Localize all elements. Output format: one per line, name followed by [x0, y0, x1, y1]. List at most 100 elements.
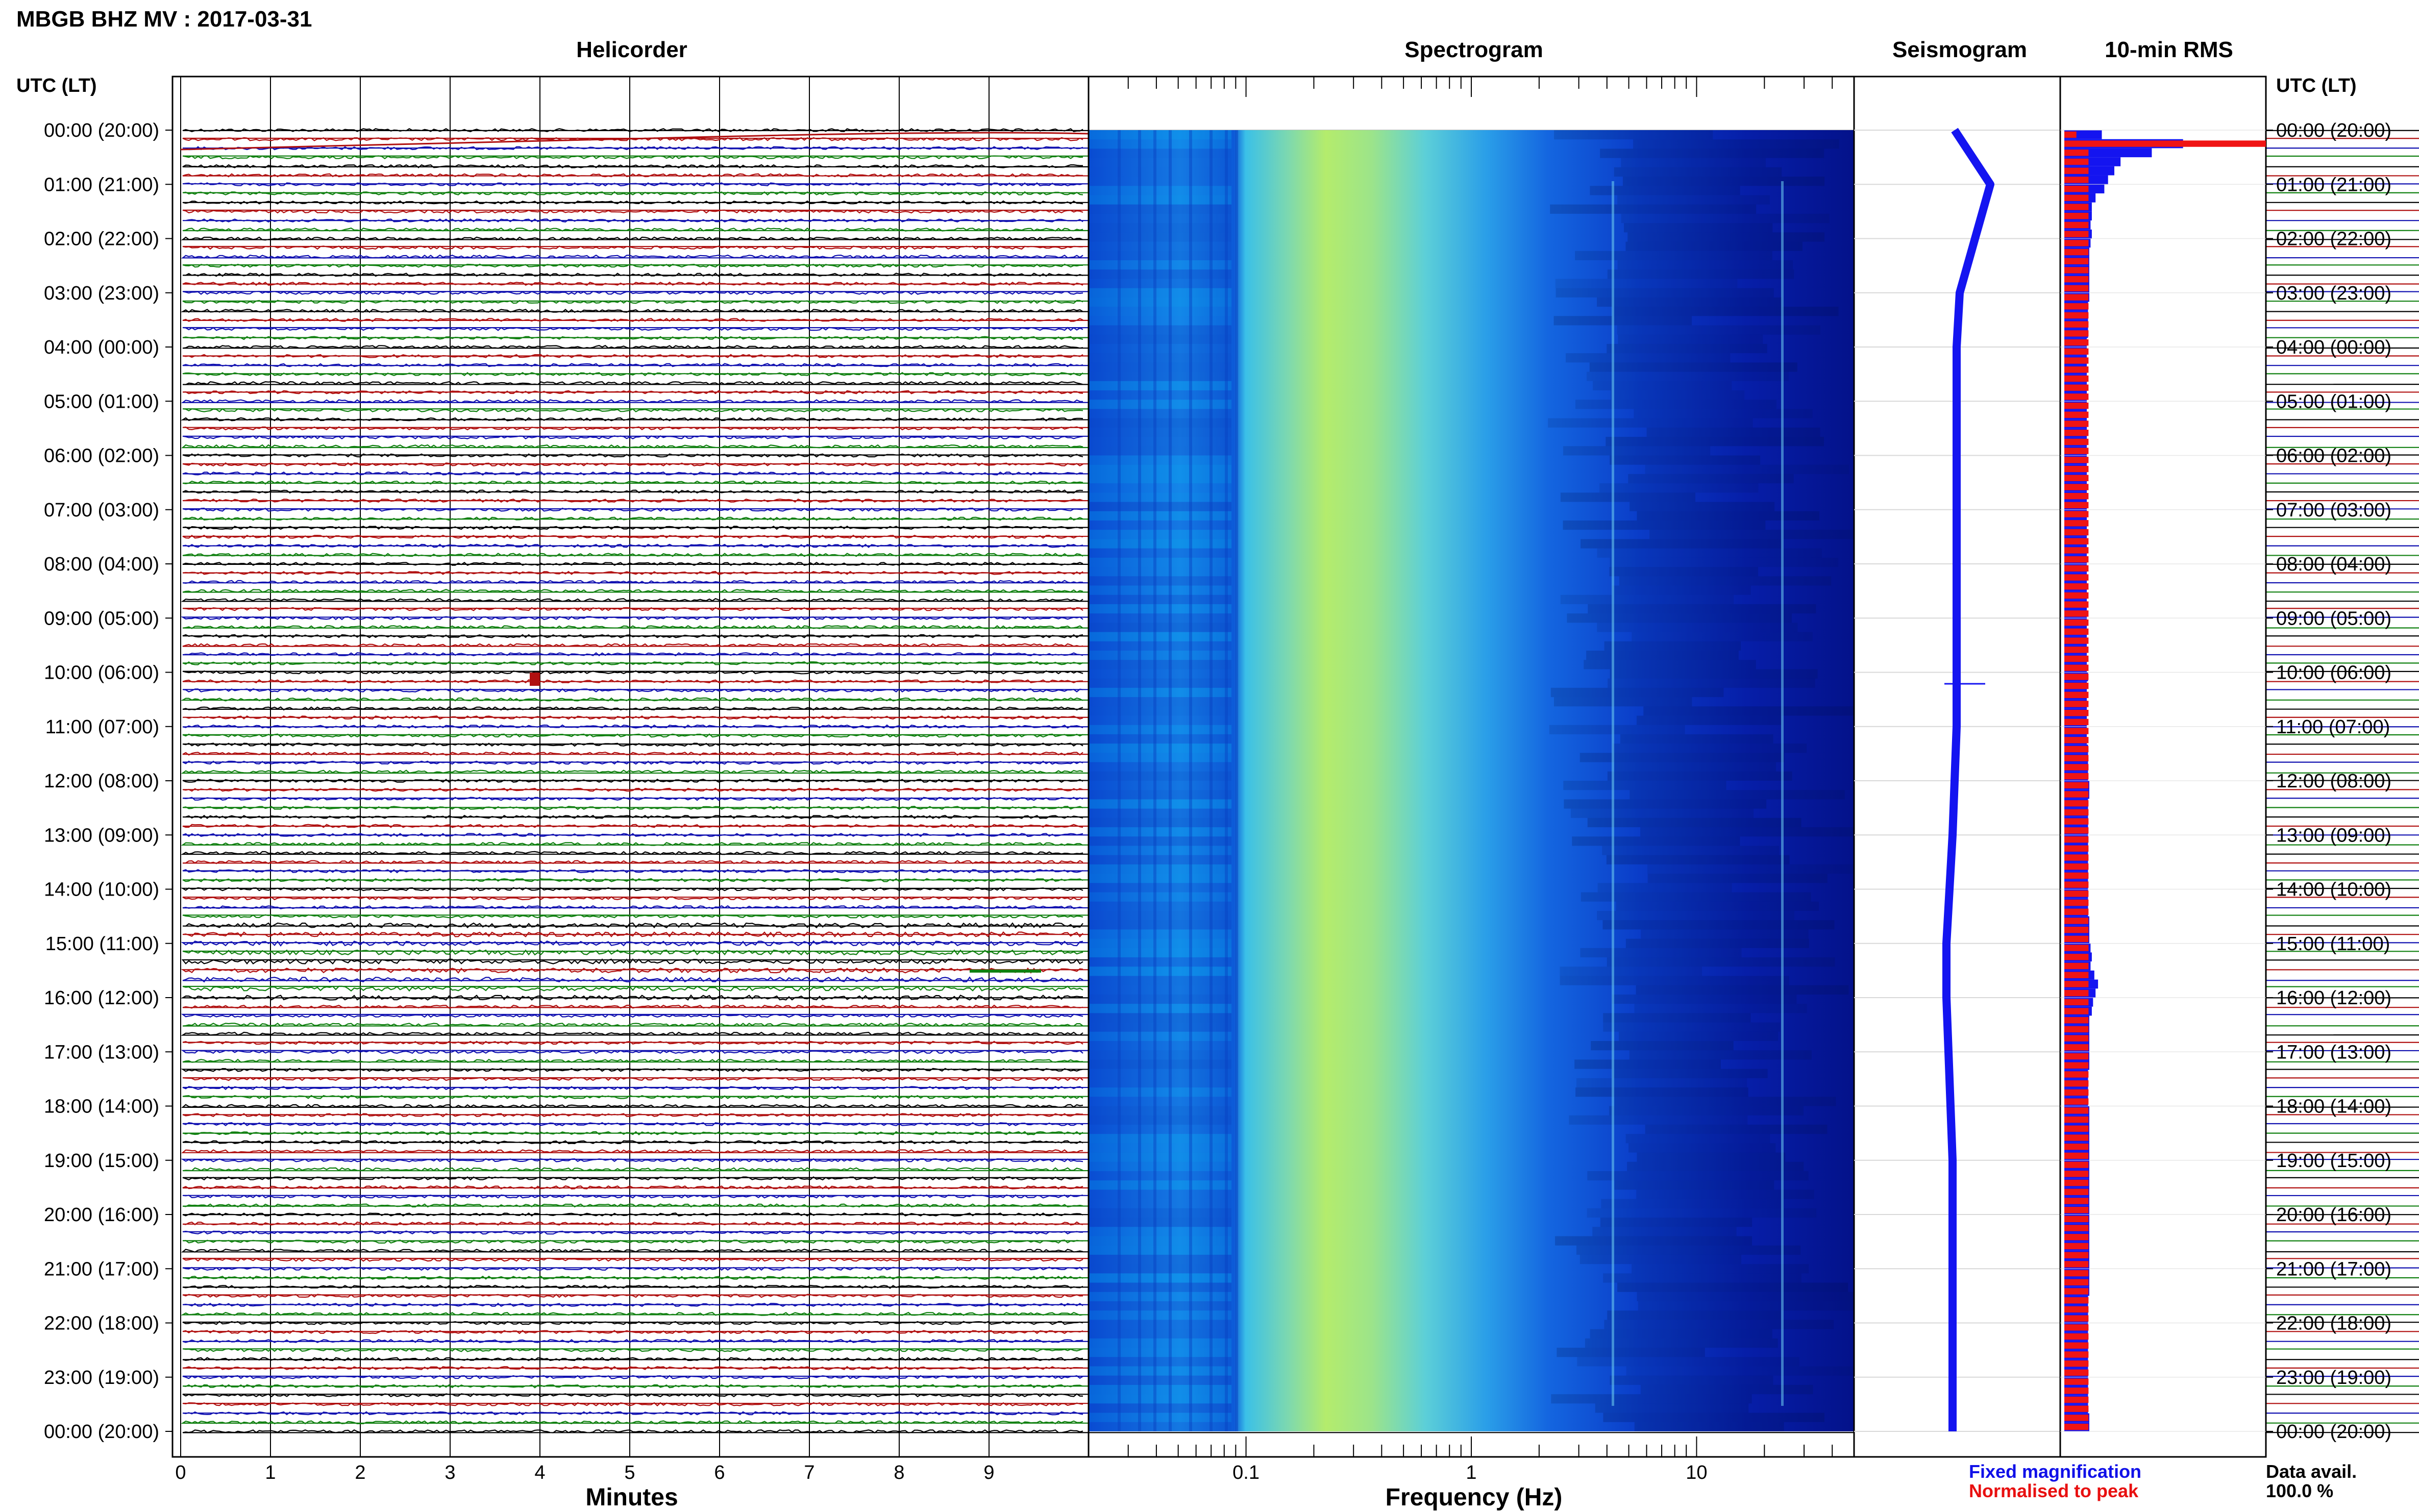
spectrogram-row-texture — [1574, 1059, 1721, 1069]
rms-normalised-bar — [2064, 809, 2089, 816]
spectrogram-row-texture — [1641, 929, 1809, 939]
spectrogram-row-texture — [1089, 911, 1231, 921]
spectrogram-row-texture — [1089, 1106, 1231, 1116]
spectrogram-row-texture — [1089, 1004, 1231, 1013]
helicorder-trace — [182, 344, 2419, 350]
helicorder-trace — [181, 1013, 2419, 1018]
spectrogram-row-texture — [1089, 1236, 1231, 1246]
rms-normalised-bar — [2064, 475, 2089, 481]
rms-normalised-bar — [2064, 655, 2089, 662]
rms-normalised-bar — [2064, 836, 2089, 843]
spectrogram-row-texture — [1590, 186, 1740, 195]
rms-normalised-bar — [2064, 258, 2089, 264]
helicorder-trace — [182, 200, 2419, 205]
rms-normalised-bar — [2064, 899, 2089, 906]
spectrogram-row-texture — [1089, 651, 1231, 660]
helicorder-trace — [182, 814, 2419, 820]
spectrogram-row-texture — [1629, 1050, 1812, 1060]
spectrogram-row-texture — [1567, 613, 1792, 623]
spectrogram-row-texture — [1555, 1236, 1752, 1246]
helicorder-trace — [182, 1375, 2419, 1379]
helicorder-trace — [182, 300, 2419, 304]
spectrogram-row-texture — [1603, 1022, 1781, 1032]
left-time-label: 15:00 (11:00) — [45, 933, 159, 955]
rms-normalised-bar — [2064, 1188, 2089, 1195]
helicorder-trace — [182, 1194, 2419, 1199]
spectrogram-row-texture — [1587, 1171, 1809, 1181]
helicorder-event-marker — [530, 673, 540, 686]
spectrogram-row-texture — [1617, 260, 1793, 270]
spectrogram-row-texture — [1553, 316, 1692, 326]
rms-normalised-bar — [2064, 366, 2089, 373]
spectrogram-row-texture — [1089, 1097, 1231, 1106]
spectrogram-row-texture — [1606, 855, 1790, 864]
spectrogram-title: Spectrogram — [1404, 37, 1543, 62]
legend-normalised-to-peak: Normalised to peak — [1969, 1480, 2139, 1501]
helicorder-trace — [182, 1393, 2419, 1398]
rms-normalised-bar — [2064, 1415, 2089, 1421]
rms-normalised-bar — [2064, 231, 2089, 237]
spectrogram-tick-label: 0.1 — [1232, 1462, 1260, 1483]
helicorder-trace — [182, 363, 2419, 367]
spectrogram-row-texture — [1628, 1143, 1776, 1153]
rms-normalised-bar — [2064, 1216, 2089, 1223]
minute-tick-label: 2 — [355, 1462, 365, 1483]
spectrogram-row-texture — [1089, 1124, 1231, 1134]
spectrogram-row-texture — [1089, 808, 1231, 818]
spectrogram-row-texture — [1587, 1208, 1817, 1218]
rms-normalised-bar — [2064, 1270, 2089, 1277]
helicorder-trace — [182, 1366, 2419, 1371]
spectrogram-row-texture — [1089, 864, 1231, 874]
spectrogram-row-texture — [1089, 799, 1231, 809]
helicorder-trace — [181, 399, 2419, 404]
spectrogram-row-texture — [1636, 715, 1782, 725]
spectrogram-row-texture — [1089, 260, 1231, 270]
rms-normalised-bar — [2064, 1179, 2089, 1186]
rms-normalised-bar — [2064, 1044, 2089, 1051]
rms-normalised-bar — [2064, 854, 2089, 861]
rms-normalised-bar — [2064, 393, 2089, 400]
spectrogram-row-texture — [1089, 957, 1231, 967]
right-time-label: 10:00 (06:00) — [2276, 662, 2391, 684]
data-availability-value: 100.0 % — [2266, 1480, 2333, 1501]
helicorder-trace — [180, 994, 2419, 1001]
spectrogram-row-texture — [1609, 567, 1759, 577]
right-time-label: 18:00 (14:00) — [2276, 1096, 2391, 1118]
spectrogram-row-texture — [1581, 539, 1783, 549]
rms-normalised-bar — [2064, 782, 2089, 789]
right-time-label: 19:00 (15:00) — [2276, 1150, 2391, 1172]
spectrogram-row-texture — [1620, 734, 1773, 744]
helicorder-trace — [181, 841, 2419, 847]
rms-normalised-bar — [2064, 1297, 2089, 1304]
helicorder-event-marker — [970, 970, 1041, 973]
rms-normalised-bar — [2064, 538, 2089, 544]
spectrogram-row-texture — [1603, 1013, 1751, 1023]
rms-normalised-bar — [2064, 1342, 2089, 1349]
helicorder-trace — [181, 887, 2419, 891]
rms-normalised-bar — [2064, 294, 2089, 301]
spectrogram-row-texture — [1619, 1031, 1779, 1041]
helicorder-trace — [181, 1149, 2419, 1154]
rms-normalised-bar — [2064, 1134, 2089, 1141]
helicorder-trace — [182, 182, 2419, 187]
spectrogram-row-texture — [1595, 1403, 1749, 1413]
spectrogram-row-texture — [1586, 371, 1789, 381]
spectrogram-row-texture — [1550, 204, 1757, 214]
spectrogram-row-texture — [1089, 585, 1231, 595]
helicorder-trace — [182, 155, 2419, 160]
rms-normalised-bar — [2064, 999, 2089, 1006]
spectrogram-row-texture — [1637, 1292, 1863, 1301]
helicorder-trace — [182, 878, 2419, 882]
helicorder-trace — [182, 1357, 2419, 1361]
spectrogram-row-texture — [1614, 762, 1776, 772]
left-time-label: 07:00 (03:00) — [44, 500, 159, 521]
rms-normalised-bar — [2064, 691, 2089, 698]
spectrogram-row-texture — [1625, 241, 1803, 251]
rms-normalised-bar — [2064, 574, 2089, 581]
spectrogram-row-texture — [1645, 1124, 1828, 1134]
helicorder-trace — [182, 1267, 2419, 1271]
helicorder-trace — [182, 290, 2419, 295]
helicorder-trace — [182, 679, 2419, 684]
rms-normalised-bar — [2064, 430, 2089, 436]
helicorder-trace — [182, 1275, 2419, 1280]
